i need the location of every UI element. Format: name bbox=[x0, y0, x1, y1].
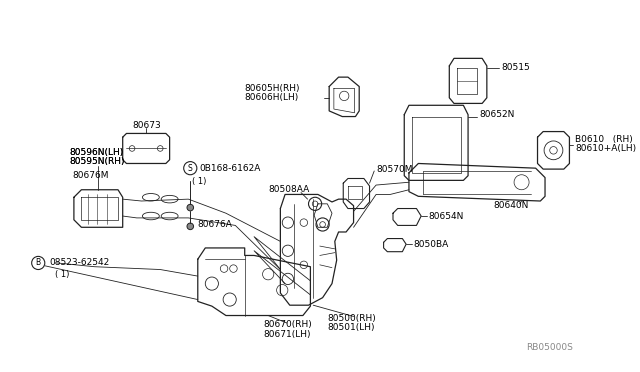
Text: 80610+A(LH): 80610+A(LH) bbox=[575, 144, 636, 153]
Text: 80500(RH): 80500(RH) bbox=[327, 314, 376, 323]
Text: S: S bbox=[188, 164, 193, 173]
Text: 80671(LH): 80671(LH) bbox=[264, 330, 311, 339]
Text: 80595N(RH): 80595N(RH) bbox=[69, 157, 125, 166]
Text: 80508AA: 80508AA bbox=[268, 185, 309, 194]
Text: 80570M: 80570M bbox=[376, 164, 413, 174]
Text: ( 1): ( 1) bbox=[55, 270, 70, 279]
Text: 80605H(RH): 80605H(RH) bbox=[244, 84, 300, 93]
Text: 0B168-6162A: 0B168-6162A bbox=[200, 164, 261, 173]
Circle shape bbox=[187, 223, 193, 230]
Text: 80596N(LH): 80596N(LH) bbox=[69, 148, 124, 157]
Text: 8050BA: 8050BA bbox=[413, 240, 449, 249]
Text: B0610   (RH): B0610 (RH) bbox=[575, 135, 633, 144]
Text: RB05000S: RB05000S bbox=[526, 343, 573, 352]
Text: B: B bbox=[36, 259, 41, 267]
Text: 80654N: 80654N bbox=[429, 212, 464, 221]
Text: 80640N: 80640N bbox=[493, 201, 529, 210]
Text: 80515: 80515 bbox=[501, 63, 530, 72]
Text: 80596N(LH): 80596N(LH) bbox=[69, 148, 124, 157]
Text: 80606H(LH): 80606H(LH) bbox=[244, 93, 299, 102]
Text: 80676M: 80676M bbox=[72, 171, 109, 180]
Text: 80652N: 80652N bbox=[479, 110, 515, 119]
Text: 08523-62542: 08523-62542 bbox=[49, 259, 109, 267]
Text: 80670(RH): 80670(RH) bbox=[264, 320, 312, 329]
Text: 80595N(RH): 80595N(RH) bbox=[69, 157, 125, 166]
Text: ( 1): ( 1) bbox=[192, 177, 207, 186]
Text: 80501(LH): 80501(LH) bbox=[327, 323, 375, 332]
Circle shape bbox=[187, 204, 193, 211]
Text: 80673: 80673 bbox=[132, 121, 161, 131]
Text: 80676A: 80676A bbox=[198, 220, 233, 229]
